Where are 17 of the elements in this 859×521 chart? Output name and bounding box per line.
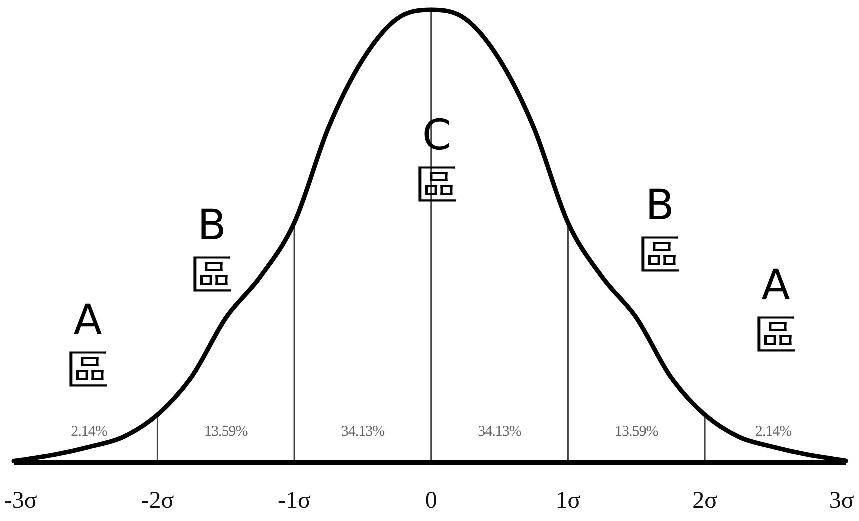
annotation: 2.14% <box>71 424 108 440</box>
x-tick-label: 2σ <box>692 488 718 514</box>
annotation: 13.59% <box>615 424 658 440</box>
x-tick-label: -3σ <box>4 488 38 514</box>
x-tick-label: 0 <box>425 488 438 514</box>
annotation: 13.59% <box>204 424 248 440</box>
x-tick-label: -1σ <box>278 488 312 514</box>
annotation: B 區 <box>639 180 681 280</box>
annotation: B 區 <box>191 200 233 300</box>
x-tick-label: 3σ <box>829 488 854 514</box>
annotation: 34.13% <box>341 424 385 440</box>
annotation: A 區 <box>67 296 109 394</box>
x-tick-label: 1σ <box>556 488 581 514</box>
annotation: A 區 <box>755 260 797 360</box>
annotation: 34.13% <box>478 424 522 440</box>
annotation: 2.14% <box>755 424 792 440</box>
x-tick-label: -2σ <box>141 488 174 514</box>
